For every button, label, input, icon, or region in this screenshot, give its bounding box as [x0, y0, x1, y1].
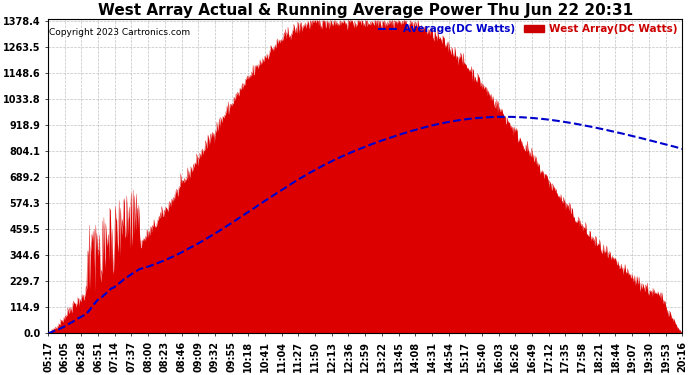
Text: Copyright 2023 Cartronics.com: Copyright 2023 Cartronics.com	[49, 28, 190, 38]
Title: West Array Actual & Running Average Power Thu Jun 22 20:31: West Array Actual & Running Average Powe…	[97, 3, 633, 18]
Legend: Average(DC Watts), West Array(DC Watts): Average(DC Watts), West Array(DC Watts)	[378, 24, 677, 34]
